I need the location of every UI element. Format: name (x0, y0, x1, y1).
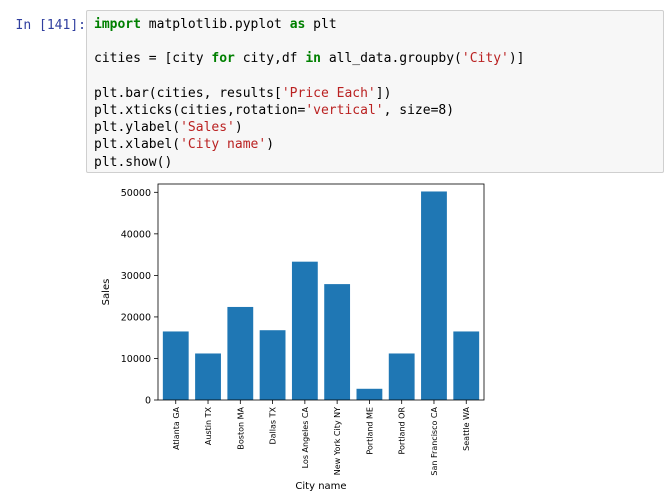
code-token: plt.show() (94, 154, 173, 170)
code-token: ) (266, 137, 275, 153)
code-token: city,df (234, 51, 306, 67)
plot-frame (157, 183, 485, 401)
code-token: 'City' (461, 51, 509, 67)
code-token: 'vertical' (305, 103, 384, 119)
y-tick-label: 30000 (121, 271, 151, 282)
y-tick-label: 40000 (121, 229, 151, 240)
x-tick-label: San Francisco CA (430, 406, 439, 475)
code-token: for (211, 51, 235, 67)
code-token: as (289, 17, 306, 32)
code-line: plt.show() (94, 155, 172, 170)
bar (388, 353, 415, 400)
code-token: plt.xticks(cities,rotation= (94, 103, 306, 119)
code-cell-input[interactable]: import matplotlib.pyplot as plt cities =… (86, 10, 664, 173)
x-tick-label: Portland OR (398, 407, 407, 455)
code-token: all_data.groupby( (321, 51, 462, 67)
y-tick-label: 10000 (121, 354, 151, 365)
code-token: plt (305, 17, 337, 32)
cell-output: 0 10000 20000 30000 40000 50000 Atlanta GA Aust… (86, 176, 664, 496)
code-editor[interactable]: import matplotlib.pyplot as plt cities =… (94, 16, 525, 171)
x-tick-label: Dallas TX (269, 406, 278, 444)
y-tick-label: 0 (145, 396, 151, 407)
y-axis-label: Sales (101, 279, 112, 306)
code-line: import matplotlib.pyplot as plt (94, 17, 337, 32)
code-line: plt.bar(cities, results['Price Each']) (94, 86, 391, 101)
code-token: ) (234, 120, 243, 136)
code-token: 'Price Each' (281, 85, 376, 101)
code-line: plt.xticks(cities,rotation='vertical', s… (94, 103, 454, 118)
bar (324, 284, 351, 400)
y-tick-label: 20000 (121, 312, 151, 323)
x-tick-label: Seattle WA (462, 406, 471, 450)
code-line: plt.ylabel('Sales') (94, 120, 243, 135)
x-tick-label: New York City NY (333, 407, 342, 475)
code-token: in (305, 51, 321, 67)
cell-prompt: In [141]: (15, 18, 86, 33)
code-token: 'City name' (180, 137, 267, 153)
bar (356, 388, 383, 400)
bar (291, 261, 318, 400)
x-tick-label: Austin TX (204, 406, 213, 445)
y-tick-label: 50000 (121, 188, 151, 199)
code-token: 'Sales' (180, 120, 235, 136)
bar-chart: 0 10000 20000 30000 40000 50000 Atlanta GA Aust… (101, 183, 485, 492)
x-tick-label: Atlanta GA (172, 406, 181, 449)
code-token: import (94, 17, 141, 32)
x-tick-label: Boston MA (236, 406, 245, 449)
code-token: plt.xlabel( (94, 137, 181, 153)
code-token: matplotlib.pyplot (140, 17, 290, 32)
code-line: cities = [city for city,df in all_data.g… (94, 51, 525, 66)
bar (453, 331, 480, 400)
code-token: plt.ylabel( (94, 120, 181, 136)
bar (227, 306, 254, 400)
bar (162, 331, 189, 400)
x-axis-label: City name (295, 481, 346, 492)
bar (259, 330, 286, 400)
x-tick-label: Los Angeles CA (301, 406, 310, 468)
code-token: cities = [city (94, 51, 212, 67)
bar (421, 191, 447, 400)
code-token: )] (508, 51, 525, 67)
code-token: plt.bar(cities, results[ (94, 85, 282, 101)
bar (195, 353, 221, 400)
code-token: , size=8) (383, 103, 455, 119)
code-line: plt.xlabel('City name') (94, 137, 274, 152)
code-token: ]) (375, 85, 392, 101)
x-tick-label: Portland ME (365, 407, 374, 455)
